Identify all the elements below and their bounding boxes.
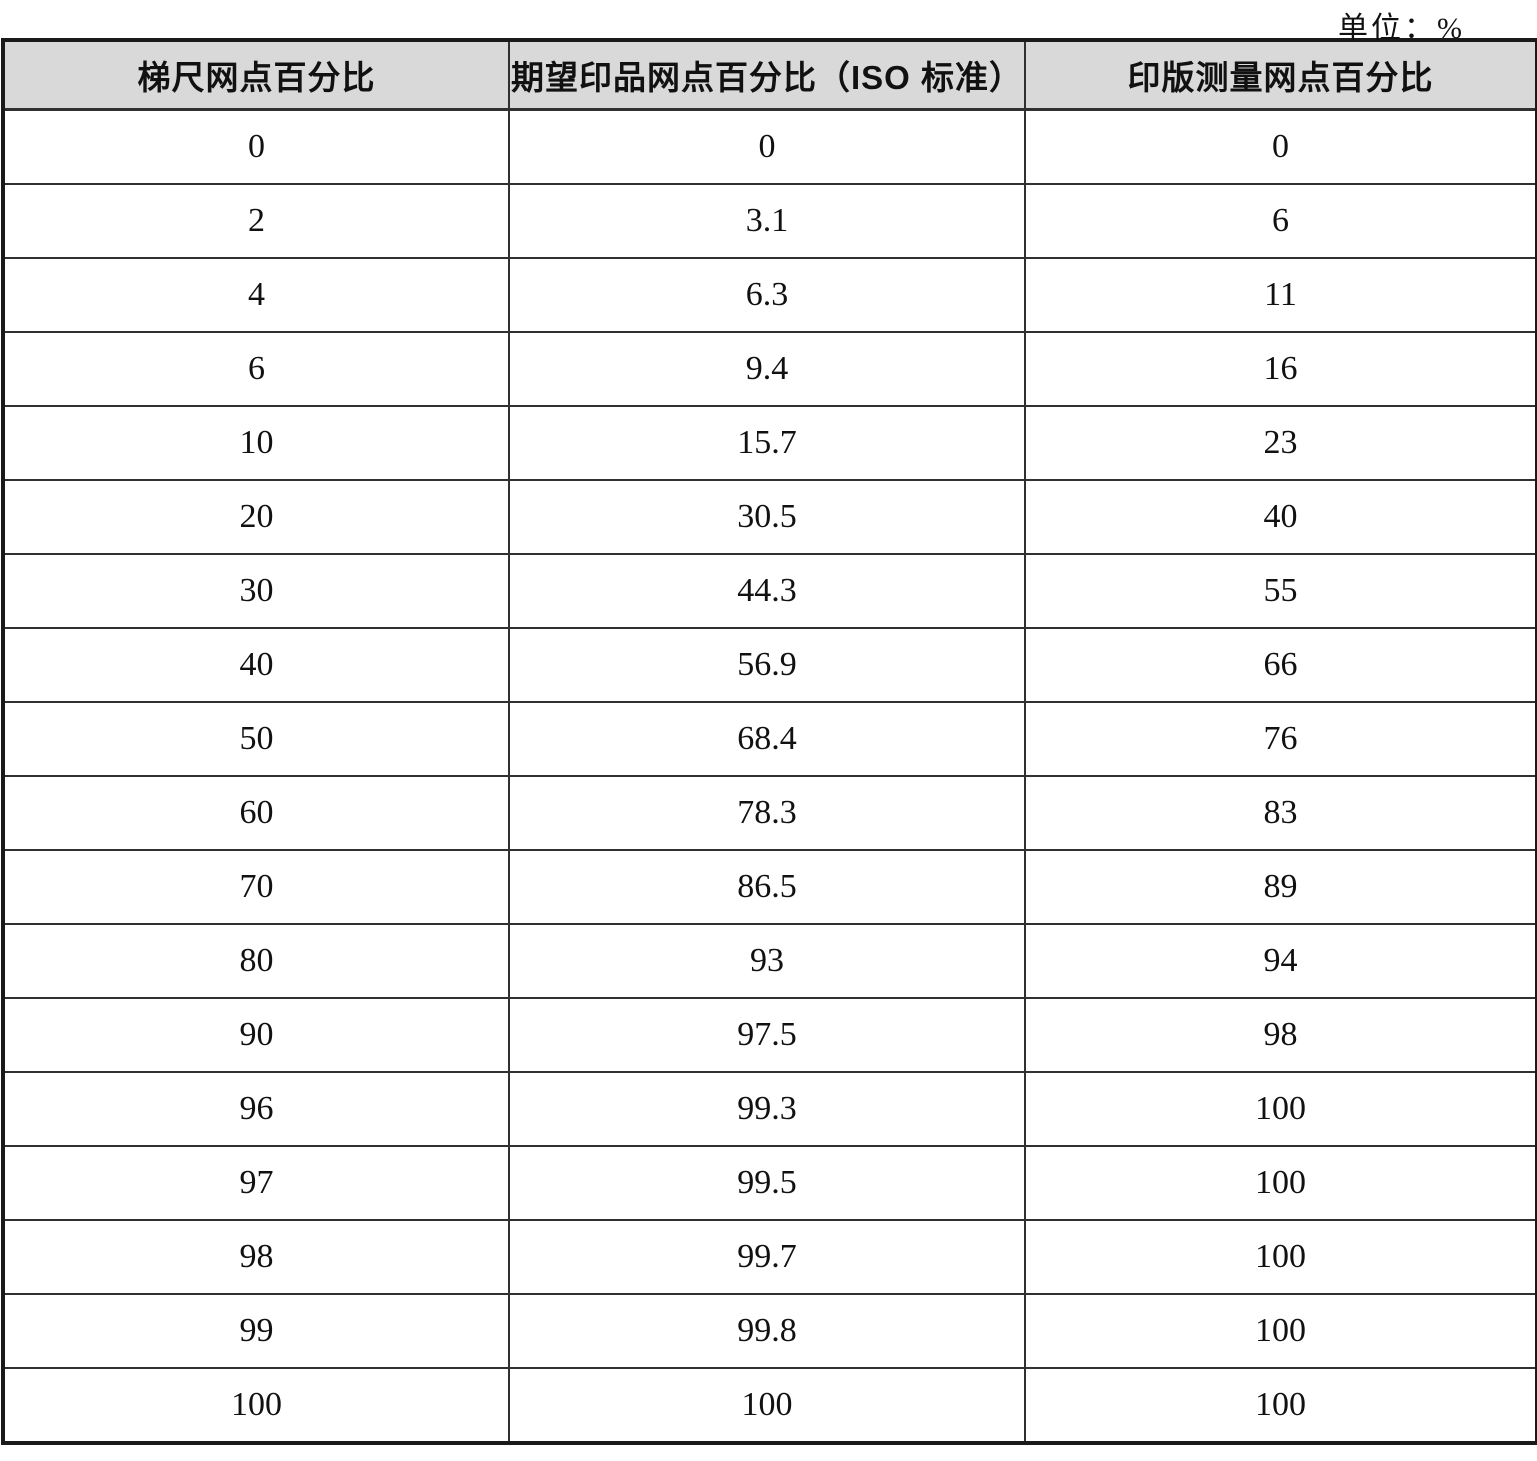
table-row: 10 15.7 23	[2, 405, 1537, 481]
table-cell: 66	[1024, 627, 1537, 703]
table-row: 97 99.5 100	[2, 1145, 1537, 1221]
table-cell: 50	[2, 701, 510, 777]
table-cell: 97.5	[508, 997, 1026, 1073]
table-cell: 89	[1024, 849, 1537, 925]
table-cell: 99	[2, 1293, 510, 1369]
table-cell: 56.9	[508, 627, 1026, 703]
unit-label: 单位：%	[1338, 12, 1465, 45]
table-cell: 98	[2, 1219, 510, 1295]
table-cell: 100	[2, 1367, 510, 1444]
column-header-expected-print-dot-percent: 期望印品网点百分比（ISO 标准）	[508, 39, 1026, 111]
table-row: 70 86.5 89	[2, 849, 1537, 925]
table-cell: 100	[1024, 1145, 1537, 1221]
table-cell: 9.4	[508, 331, 1026, 407]
table-row: 30 44.3 55	[2, 553, 1537, 629]
header-row: 梯尺网点百分比 期望印品网点百分比（ISO 标准） 印版测量网点百分比	[2, 39, 1537, 111]
table-row: 80 93 94	[2, 923, 1537, 999]
table-cell: 99.8	[508, 1293, 1026, 1369]
table-cell: 100	[1024, 1219, 1537, 1295]
table-cell: 6.3	[508, 257, 1026, 333]
column-header-ladder-dot-percent: 梯尺网点百分比	[2, 39, 510, 111]
table-cell: 68.4	[508, 701, 1026, 777]
table-cell: 99.5	[508, 1145, 1026, 1221]
table-cell: 90	[2, 997, 510, 1073]
table-cell: 78.3	[508, 775, 1026, 851]
table-cell: 30	[2, 553, 510, 629]
table-cell: 0	[1024, 108, 1537, 185]
table-cell: 40	[1024, 479, 1537, 555]
table-cell: 15.7	[508, 405, 1026, 481]
table-cell: 6	[2, 331, 510, 407]
table-cell: 80	[2, 923, 510, 999]
table-row: 98 99.7 100	[2, 1219, 1537, 1295]
table-row: 100 100 100	[2, 1367, 1537, 1444]
table-cell: 2	[2, 183, 510, 259]
table-cell: 0	[508, 108, 1026, 185]
table-cell: 99.7	[508, 1219, 1026, 1295]
table-cell: 83	[1024, 775, 1537, 851]
table-cell: 94	[1024, 923, 1537, 999]
table-cell: 86.5	[508, 849, 1026, 925]
column-header-plate-measured-dot-percent: 印版测量网点百分比	[1024, 39, 1537, 111]
table-cell: 30.5	[508, 479, 1026, 555]
table-cell: 99.3	[508, 1071, 1026, 1147]
table-cell: 44.3	[508, 553, 1026, 629]
table-row: 96 99.3 100	[2, 1071, 1537, 1147]
table-header: 梯尺网点百分比 期望印品网点百分比（ISO 标准） 印版测量网点百分比	[2, 39, 1537, 111]
table-cell: 60	[2, 775, 510, 851]
table-cell: 100	[1024, 1293, 1537, 1369]
table-row: 20 30.5 40	[2, 479, 1537, 555]
table-cell: 3.1	[508, 183, 1026, 259]
table-cell: 55	[1024, 553, 1537, 629]
table-cell: 70	[2, 849, 510, 925]
table-body: 0 0 0 2 3.1 6 4 6.3 11 6 9.4 16 10 15.7 23 20 30.5 40 30 44…	[2, 108, 1537, 1444]
table-cell: 4	[2, 257, 510, 333]
table-row: 60 78.3 83	[2, 775, 1537, 851]
table-cell: 96	[2, 1071, 510, 1147]
table-cell: 93	[508, 923, 1026, 999]
table-cell: 97	[2, 1145, 510, 1221]
table-cell: 100	[508, 1367, 1026, 1444]
table-row: 99 99.8 100	[2, 1293, 1537, 1369]
table-cell: 10	[2, 405, 510, 481]
table-cell: 0	[2, 108, 510, 185]
table-row: 4 6.3 11	[2, 257, 1537, 333]
table-row: 2 3.1 6	[2, 183, 1537, 259]
table-cell: 16	[1024, 331, 1537, 407]
table-cell: 98	[1024, 997, 1537, 1073]
table-row: 50 68.4 76	[2, 701, 1537, 777]
table-row: 40 56.9 66	[2, 627, 1537, 703]
table-cell: 40	[2, 627, 510, 703]
table-cell: 100	[1024, 1367, 1537, 1444]
table-cell: 23	[1024, 405, 1537, 481]
table-cell: 20	[2, 479, 510, 555]
table-row: 90 97.5 98	[2, 997, 1537, 1073]
table-cell: 100	[1024, 1071, 1537, 1147]
table-row: 6 9.4 16	[2, 331, 1537, 407]
table-cell: 76	[1024, 701, 1537, 777]
table-cell: 6	[1024, 183, 1537, 259]
table-cell: 11	[1024, 257, 1537, 333]
